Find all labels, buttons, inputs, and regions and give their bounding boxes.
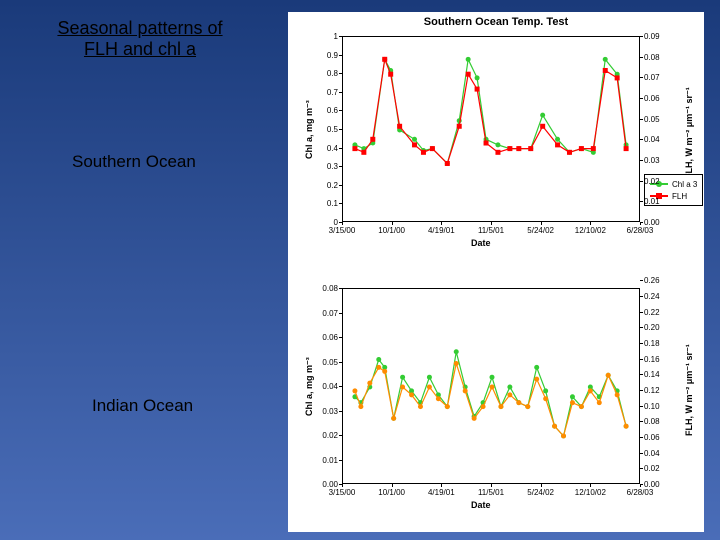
xtick: 10/1/00 [372, 226, 412, 235]
ytick-right: 0.06 [644, 94, 660, 103]
ytick-left: 0.08 [316, 284, 338, 293]
chart-indian-ocean: Chl a, mg m⁻³ FLH, W m⁻² μm⁻¹ sr⁻¹ Date … [288, 276, 704, 532]
ytick-right: 0.09 [644, 32, 660, 41]
ylabel-right-top: FLH, W m⁻² μm⁻¹ sr⁻¹ [684, 87, 695, 179]
ytick-left: 0.4 [316, 144, 338, 153]
xtick: 5/24/02 [521, 226, 561, 235]
ytick-right: 0.22 [644, 308, 660, 317]
xtick: 12/10/02 [570, 226, 610, 235]
ytick-left: 0.3 [316, 162, 338, 171]
ytick-right: 0.08 [644, 53, 660, 62]
xtick: 5/24/02 [521, 488, 561, 497]
xtick: 3/15/00 [322, 226, 362, 235]
chart-southern-ocean: Southern Ocean Temp. Test Chl a, mg m⁻³ … [288, 12, 704, 272]
ytick-left: 0.7 [316, 88, 338, 97]
label-indian-ocean: Indian Ocean [92, 396, 193, 416]
ytick-left: 0.03 [316, 407, 338, 416]
ylabel-right-bottom: FLH, W m⁻² μm⁻¹ sr⁻¹ [684, 344, 695, 436]
ylabel-left-bottom: Chl a, mg m⁻³ [304, 357, 315, 416]
xtick: 12/10/02 [570, 488, 610, 497]
xlabel-top: Date [471, 238, 491, 248]
ytick-right: 0.18 [644, 339, 660, 348]
xtick: 4/19/01 [421, 488, 461, 497]
ytick-left: 0.9 [316, 51, 338, 60]
ytick-left: 0.8 [316, 69, 338, 78]
ytick-right: 0.04 [644, 135, 660, 144]
ytick-left: 0.02 [316, 431, 338, 440]
ylabel-left-top: Chl a, mg m⁻³ [304, 100, 315, 159]
ytick-left: 0.04 [316, 382, 338, 391]
ytick-right: 0.04 [644, 449, 660, 458]
plot-area-bottom [342, 288, 640, 484]
xtick: 11/5/01 [471, 488, 511, 497]
ytick-left: 0.5 [316, 125, 338, 134]
xtick: 10/1/00 [372, 488, 412, 497]
ytick-left: 0.2 [316, 181, 338, 190]
ytick-right: 0.14 [644, 370, 660, 379]
ytick-left: 0.06 [316, 333, 338, 342]
ytick-right: 0.24 [644, 292, 660, 301]
ytick-left: 1 [316, 32, 338, 41]
label-southern-ocean: Southern Ocean [72, 152, 196, 172]
ytick-right: 0.26 [644, 276, 660, 285]
xtick: 6/28/03 [620, 488, 660, 497]
ytick-right: 0.20 [644, 323, 660, 332]
ytick-right: 0.01 [644, 197, 660, 206]
xtick: 4/19/01 [421, 226, 461, 235]
ytick-right: 0.05 [644, 115, 660, 124]
ytick-right: 0.08 [644, 417, 660, 426]
chart-title: Southern Ocean Temp. Test [288, 16, 704, 28]
ytick-right: 0.16 [644, 355, 660, 364]
ytick-left: 0.01 [316, 456, 338, 465]
ytick-left: 0.1 [316, 199, 338, 208]
ytick-left: 0.6 [316, 106, 338, 115]
ytick-left: 0.07 [316, 309, 338, 318]
ytick-right: 0.07 [644, 73, 660, 82]
plot-area-top [342, 36, 640, 222]
left-panel: Seasonal patterns of FLH and chl a South… [0, 0, 280, 540]
ytick-right: 0.06 [644, 433, 660, 442]
ytick-right: 0.03 [644, 156, 660, 165]
xlabel-bottom: Date [471, 500, 491, 510]
xtick: 11/5/01 [471, 226, 511, 235]
ytick-right: 0.02 [644, 177, 660, 186]
ytick-right: 0.10 [644, 402, 660, 411]
xtick: 6/28/03 [620, 226, 660, 235]
slide-title: Seasonal patterns of FLH and chl a [40, 18, 240, 60]
ytick-left: 0.05 [316, 358, 338, 367]
xtick: 3/15/00 [322, 488, 362, 497]
ytick-right: 0.12 [644, 386, 660, 395]
charts-container: Southern Ocean Temp. Test Chl a, mg m⁻³ … [288, 12, 704, 532]
ytick-right: 0.02 [644, 464, 660, 473]
